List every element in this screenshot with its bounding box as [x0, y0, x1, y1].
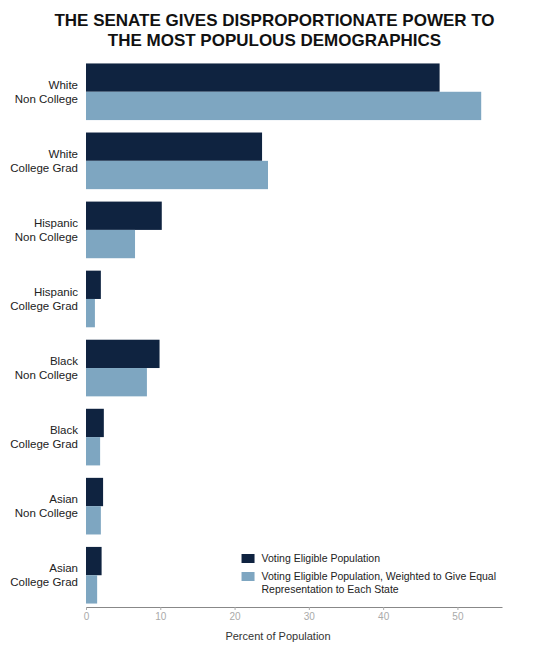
category-label: Black Non College — [15, 355, 79, 381]
bar — [86, 506, 101, 534]
plot: WhiteNon CollegeWhiteCollege GradHispani… — [10, 63, 502, 642]
legend-swatch — [242, 554, 255, 563]
legend-swatch — [242, 572, 255, 581]
title: THE SENATE GIVES DISPROPORTIONATE POWER … — [54, 11, 494, 50]
category-label-line: Non College — [15, 369, 78, 381]
title-line: THE SENATE GIVES DISPROPORTIONATE POWER … — [54, 11, 494, 30]
legend-label: Voting Eligible Population — [262, 552, 381, 564]
tick: 20 — [230, 607, 242, 622]
bar — [86, 133, 262, 161]
bar — [86, 161, 268, 189]
category-label-line: College Grad — [10, 438, 78, 450]
bar — [86, 547, 102, 575]
tick: 50 — [452, 607, 464, 622]
bar — [86, 271, 101, 299]
category-label-line: Hispanic — [34, 286, 78, 298]
tick-mark — [457, 607, 458, 610]
bar — [86, 437, 100, 465]
legend-item: Voting Eligible Population — [242, 552, 381, 564]
bar — [86, 478, 103, 506]
category-label-line: White — [49, 148, 78, 160]
bar — [86, 575, 97, 603]
category-label: Black College Grad — [10, 424, 78, 450]
category-label-line: Non College — [15, 507, 78, 519]
tick-mark — [309, 607, 310, 610]
legend-label-line: Representation to Each State — [262, 583, 399, 595]
category-label-line: White — [49, 79, 78, 91]
tick-mark — [160, 607, 161, 610]
category-label-line: College Grad — [10, 300, 78, 312]
category-label: White College Grad — [10, 148, 78, 174]
category-label-line: College Grad — [10, 576, 78, 588]
legend-label: Voting Eligible Population, Weighted to … — [262, 570, 496, 595]
tick: 10 — [155, 607, 167, 622]
bar — [86, 63, 440, 91]
category-label: Hispanic College Grad — [10, 286, 78, 312]
tick-mark — [383, 607, 384, 610]
tick: 0 — [84, 607, 90, 622]
tick-mark — [235, 607, 236, 610]
tick-label: 10 — [155, 611, 167, 622]
category-label-line: Hispanic — [34, 217, 78, 229]
bar — [86, 340, 160, 368]
bar — [86, 299, 95, 327]
legend-item: Voting Eligible Population, Weighted to … — [242, 570, 496, 595]
title-line: THE MOST POPULOUS DEMOGRAPHICS — [108, 31, 441, 50]
legend: Voting Eligible Population Voting Eligibl… — [242, 552, 496, 595]
tick-label: 30 — [304, 611, 316, 622]
x-axis: 0 10 20 30 40 50 — [84, 607, 503, 622]
bar — [86, 230, 135, 258]
category-label-line: College Grad — [10, 162, 78, 174]
category-label: Asian Non College — [15, 493, 78, 519]
bars — [86, 63, 481, 603]
legend-label-line: Voting Eligible Population — [262, 552, 381, 564]
tick-label: 50 — [452, 611, 464, 622]
bar — [86, 202, 162, 230]
category-label-line: Non College — [15, 93, 78, 105]
bar — [86, 92, 481, 120]
chart: THE SENATE GIVES DISPROPORTIONATE POWER … — [0, 0, 549, 651]
tick: 40 — [378, 607, 390, 622]
bar — [86, 409, 104, 437]
category-label-line: Non College — [15, 231, 78, 243]
tick: 30 — [304, 607, 316, 622]
category-label-line: Asian — [49, 562, 78, 574]
tick-label: 20 — [230, 611, 242, 622]
category-label: White Non College — [15, 79, 78, 105]
category-label: Asian College Grad — [10, 562, 78, 588]
category-label-line: Black — [50, 355, 78, 367]
tick-mark — [86, 607, 87, 610]
x-axis-title: Percent of Population — [225, 630, 330, 642]
legend-label-line: Voting Eligible Population, Weighted to … — [262, 570, 496, 582]
y-axis: WhiteNon CollegeWhiteCollege GradHispani… — [10, 79, 78, 588]
bar — [86, 368, 147, 396]
category-label: Hispanic Non College — [15, 217, 79, 243]
category-label-line: Black — [50, 424, 78, 436]
tick-label: 40 — [378, 611, 390, 622]
x-axis-line — [87, 607, 503, 608]
tick-label: 0 — [84, 611, 90, 622]
category-label-line: Asian — [49, 493, 78, 505]
